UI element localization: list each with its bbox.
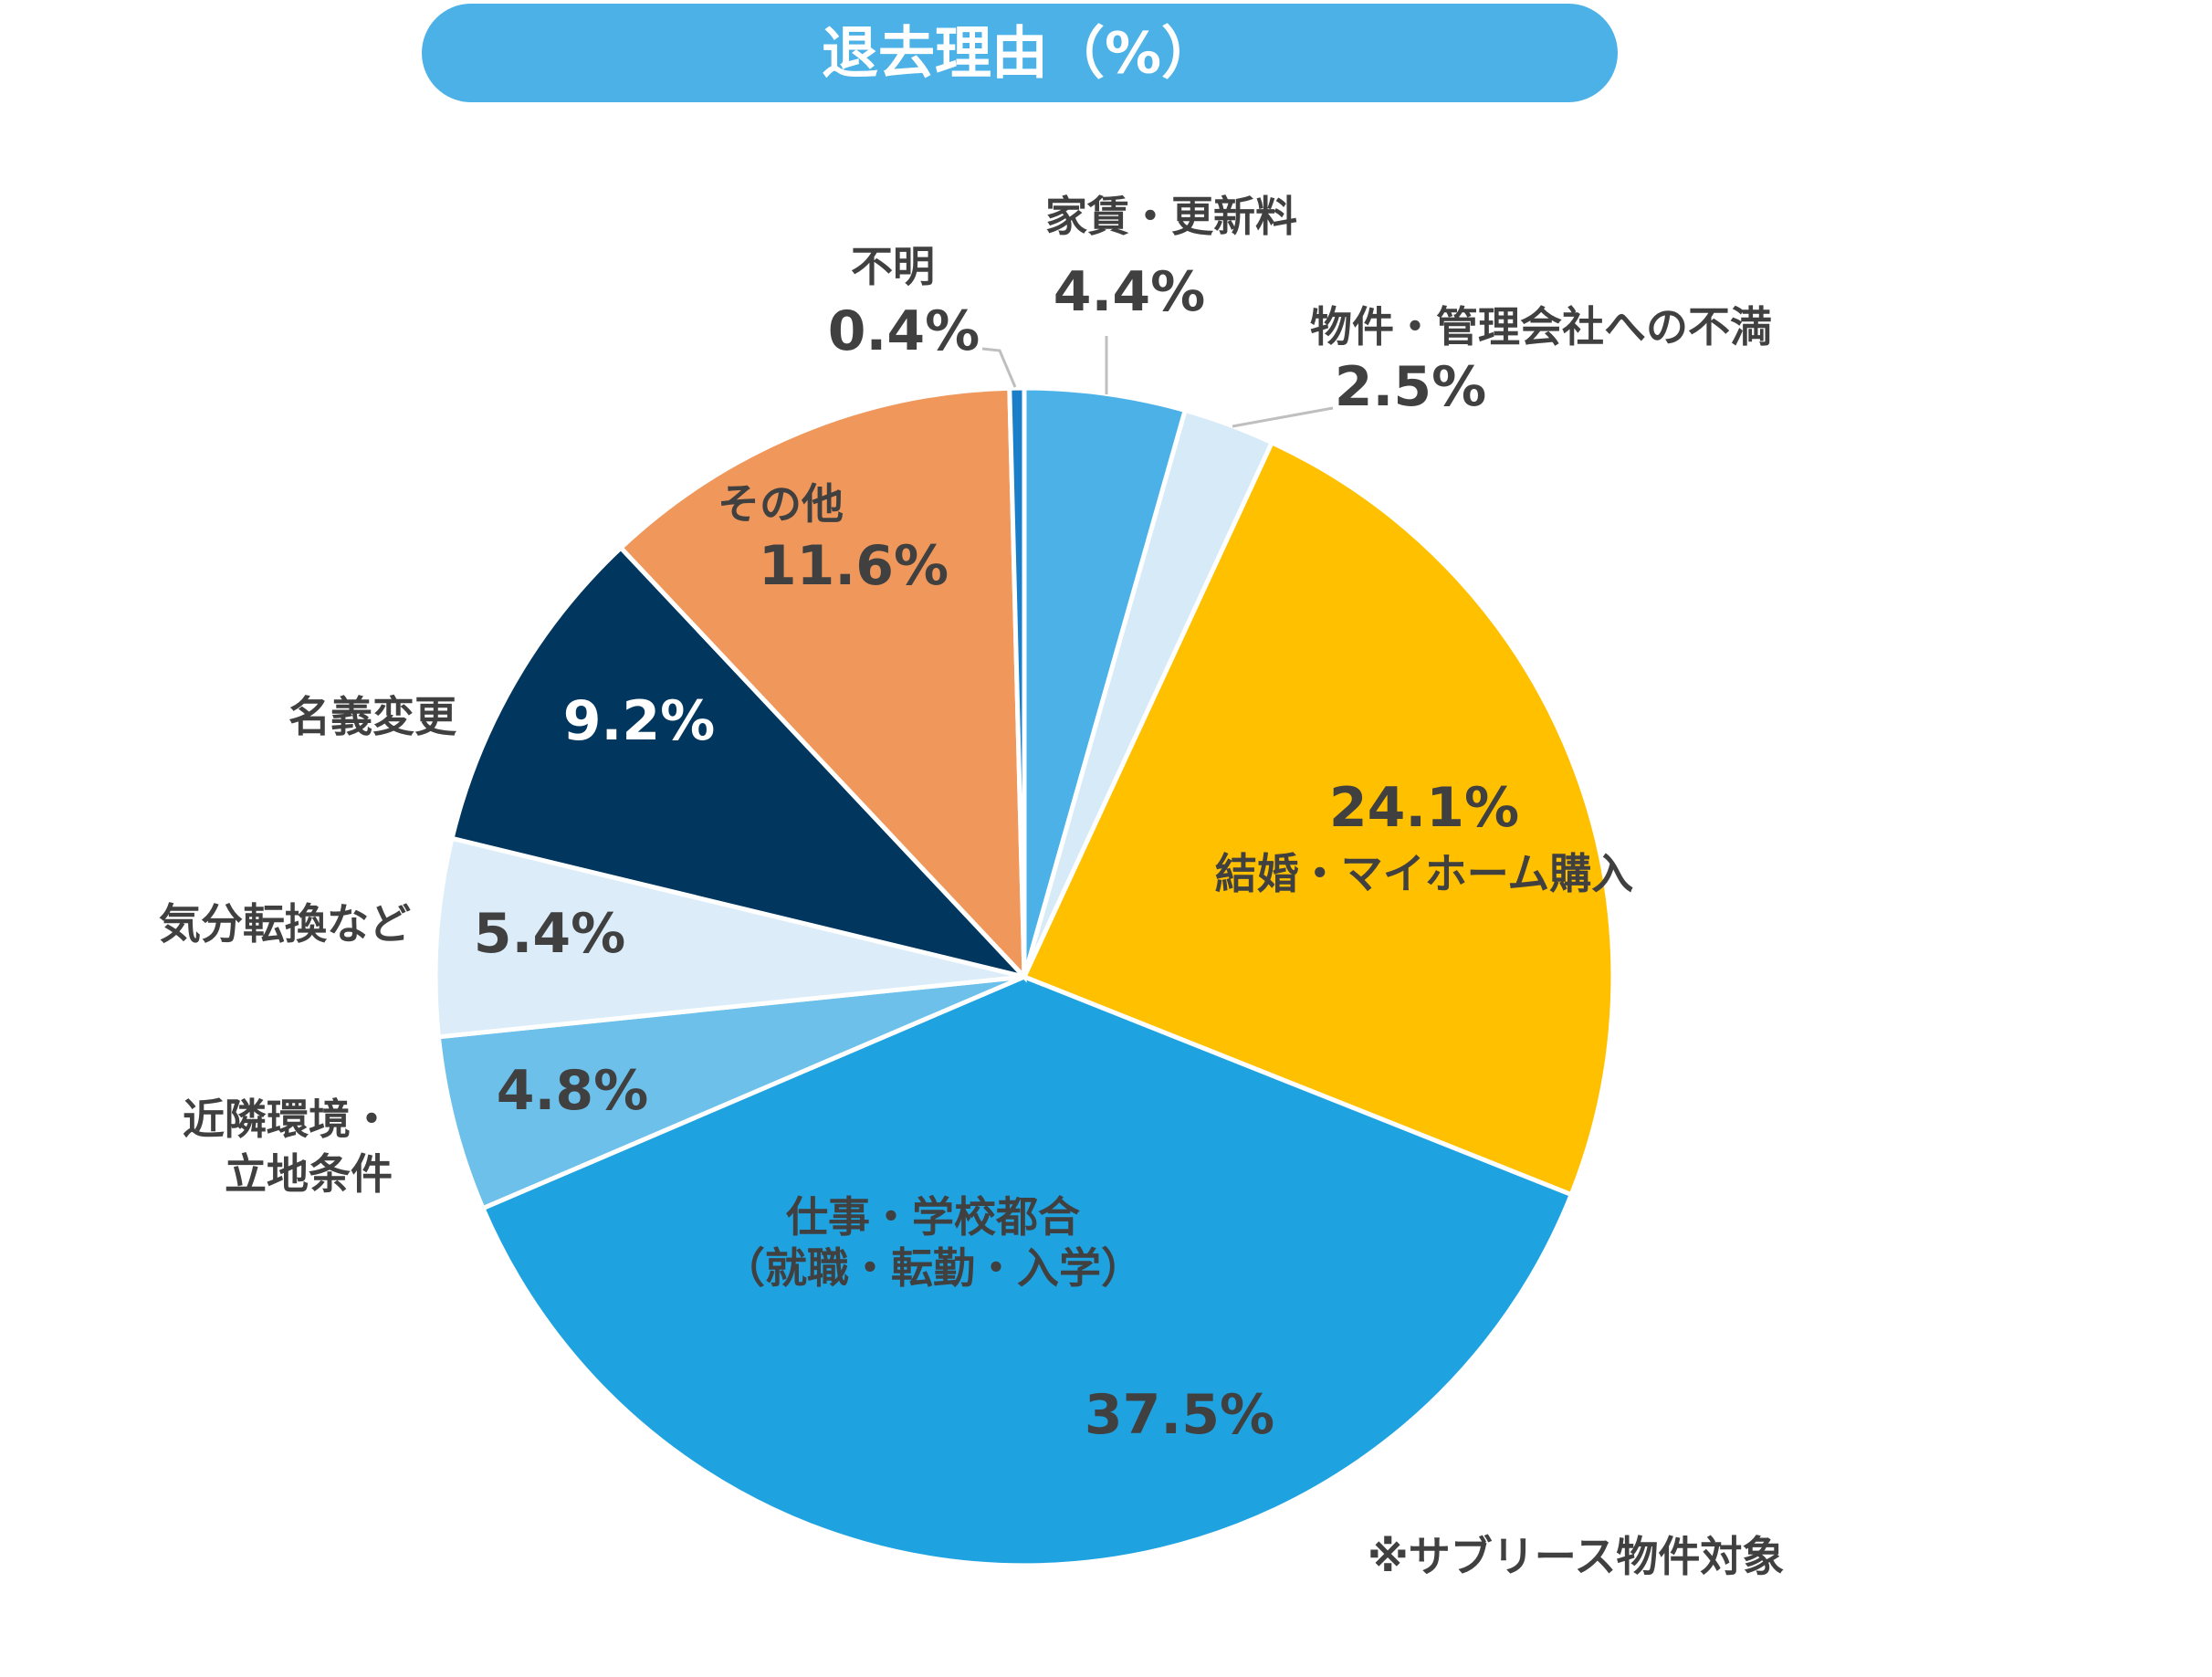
slice-label-5: 気分転換など: [159, 899, 411, 949]
title-pill: [422, 4, 1618, 102]
pie-slice-5: [433, 835, 1025, 1040]
slice-label-2: 結婚・マイホーム購入: [1215, 849, 1634, 898]
slice-label-0: 家賃・更新料: [1045, 192, 1297, 241]
chart-title: 退去理由（%）: [422, 4, 1618, 102]
leader-line-1: [1232, 406, 1334, 428]
slice-label-4: 近隣環境・立地条件: [183, 1095, 393, 1199]
slice-label-7: その他: [718, 479, 844, 529]
data-label-3: 37.5%: [1085, 1383, 1274, 1447]
pie-slice-3: [479, 974, 1575, 1568]
data-label-7: 11.6%: [759, 534, 949, 598]
slice-label-3: 仕事・学校都合（就職・転勤・入学）: [723, 1192, 1143, 1293]
slice-label-1: 物件・管理会社への不満: [1310, 302, 1772, 351]
leader-line-8: [981, 347, 1017, 388]
data-label-2: 24.1%: [1329, 776, 1519, 840]
data-label-0: 4.4%: [1054, 260, 1205, 324]
slice-label-8: 不明: [851, 242, 935, 291]
pie-slice-2: [1021, 439, 1616, 1198]
pie-slice-6: [449, 544, 1032, 981]
slice-label-6: 名義変更: [288, 692, 457, 741]
data-label-8: 0.4%: [828, 299, 980, 363]
chart-note: ※サブリース物件対象: [1368, 1532, 1784, 1581]
pie-slices: [433, 385, 1616, 1568]
data-label-5: 5.4%: [474, 902, 625, 966]
pie-slice-4: [435, 974, 1025, 1211]
pie-slice-7: [617, 385, 1027, 983]
pie-slice-8: [1007, 385, 1027, 978]
chart-title-text: 退去理由（%）: [822, 20, 1218, 87]
leader-lines: [981, 336, 1334, 428]
data-label-4: 4.8%: [497, 1059, 648, 1123]
data-label-6: 9.2%: [563, 689, 715, 753]
data-label-1: 2.5%: [1335, 355, 1486, 419]
